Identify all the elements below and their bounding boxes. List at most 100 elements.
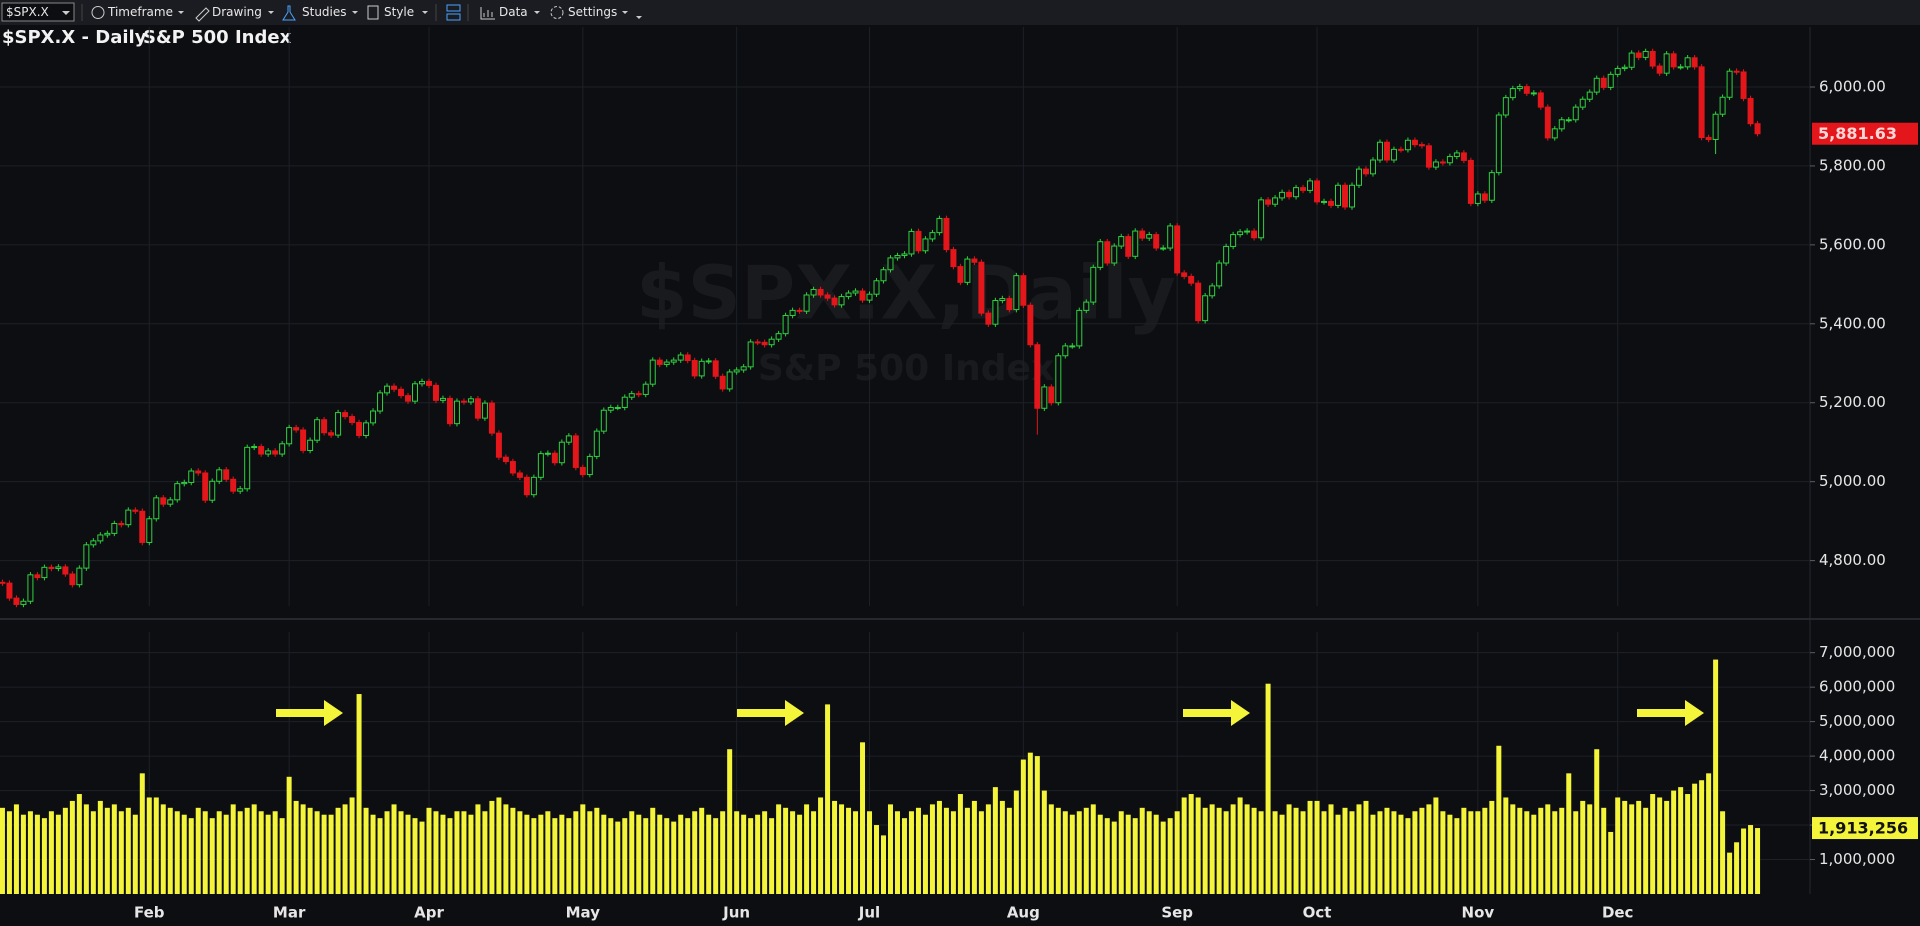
volume-bar	[111, 804, 117, 894]
volume-bar	[804, 804, 810, 894]
candle-body	[768, 338, 775, 346]
candle-body	[516, 472, 523, 478]
candle-body	[845, 292, 852, 298]
candle-body	[439, 397, 446, 401]
candle-body	[1020, 275, 1027, 306]
symbol-input[interactable]: $SPX.X	[6, 5, 49, 19]
candle-body	[1300, 187, 1307, 191]
candle-body	[929, 232, 936, 240]
candle-body	[1656, 65, 1663, 74]
volume-bar	[6, 811, 12, 894]
data-icon	[480, 7, 495, 20]
candle-body	[1418, 144, 1425, 147]
candle-body	[747, 341, 754, 368]
candle-body	[1125, 236, 1132, 257]
candle-body	[1328, 200, 1335, 206]
volume-bar	[1202, 807, 1208, 894]
arrow	[737, 700, 804, 726]
volume-bar	[552, 818, 558, 894]
symbol-box[interactable]	[1, 2, 75, 22]
candle-body	[1216, 262, 1223, 287]
candle-body	[922, 238, 929, 252]
volume-bar	[328, 814, 334, 894]
dropdown-arrow	[352, 11, 358, 14]
volume-bar	[83, 804, 89, 894]
candle-body	[265, 450, 272, 455]
volume-bar	[1454, 818, 1460, 894]
volume-bar	[1489, 800, 1495, 894]
volume-bar	[118, 811, 124, 894]
candle-body	[160, 497, 167, 505]
candle-body	[1048, 386, 1055, 404]
candle-body	[1684, 57, 1691, 68]
volume-bar	[1363, 800, 1369, 894]
volume-bar	[1307, 800, 1313, 894]
candle-body	[1488, 172, 1495, 201]
candle-body	[670, 359, 677, 363]
candle-body	[1279, 191, 1286, 199]
volume-bar	[699, 807, 705, 894]
candle-body	[523, 476, 530, 496]
volume-bar	[62, 807, 68, 894]
candle-body	[803, 294, 810, 312]
volume-bar	[181, 814, 187, 894]
candle-body	[796, 309, 803, 312]
candle-body	[391, 385, 398, 390]
volume-bar	[1230, 804, 1236, 894]
candle-body	[1160, 247, 1167, 250]
volume-bar	[223, 814, 229, 894]
candle-body	[719, 375, 726, 390]
toolbar-item[interactable]: Data	[499, 5, 528, 19]
candle-body	[349, 416, 356, 423]
candle-body	[230, 478, 237, 492]
candle-body	[1383, 141, 1390, 161]
volume-bar	[440, 814, 446, 894]
volume-bar	[468, 814, 474, 894]
candle-body	[363, 422, 370, 436]
volume-bar	[573, 811, 579, 894]
toolbar-item[interactable]: Style	[384, 5, 414, 19]
candle-body	[1481, 193, 1488, 201]
toolbar-item[interactable]: Drawing	[212, 5, 262, 19]
y-tick-label: 7,000,000	[1819, 643, 1895, 661]
toolbar-item[interactable]: Settings	[568, 5, 617, 19]
candle-body	[838, 296, 845, 306]
candle-body	[999, 298, 1006, 302]
volume-bar	[1433, 797, 1439, 894]
volume-bar	[447, 818, 453, 894]
volume-bar	[685, 818, 691, 894]
layout-icon[interactable]	[446, 13, 461, 21]
candle-body	[1293, 187, 1300, 198]
candle-body	[551, 452, 558, 464]
candle-body	[1712, 113, 1719, 140]
volume-bar	[20, 814, 26, 894]
dropdown-arrow	[622, 11, 628, 14]
volume-bar	[915, 807, 921, 894]
toolbar-item[interactable]: Studies	[302, 5, 347, 19]
volume-bar	[671, 821, 677, 894]
volume-bar	[566, 818, 572, 894]
candle-body	[1132, 230, 1139, 257]
candle-body	[1593, 77, 1600, 93]
candle-body	[509, 461, 516, 474]
volume-bar	[1384, 807, 1390, 894]
x-tick-label: May	[566, 904, 601, 922]
volume-bar	[1237, 797, 1243, 894]
volume-bar	[853, 811, 859, 894]
candle-body	[41, 566, 48, 579]
candle-body	[1586, 91, 1593, 100]
volume-bar	[188, 818, 194, 894]
volume-bar	[1475, 811, 1481, 894]
candle-body	[467, 398, 474, 403]
volume-bar	[160, 804, 166, 894]
volume-bar	[1097, 814, 1103, 894]
volume-bar	[964, 807, 970, 894]
volume-bar	[216, 811, 222, 894]
layout-icon[interactable]	[446, 4, 461, 12]
toolbar-item[interactable]: Timeframe	[107, 5, 173, 19]
candle-body	[1335, 184, 1342, 206]
volume-bar	[650, 807, 656, 894]
volume-bar	[783, 807, 789, 894]
volume-bar	[1510, 804, 1516, 894]
candle-body	[1167, 225, 1174, 249]
